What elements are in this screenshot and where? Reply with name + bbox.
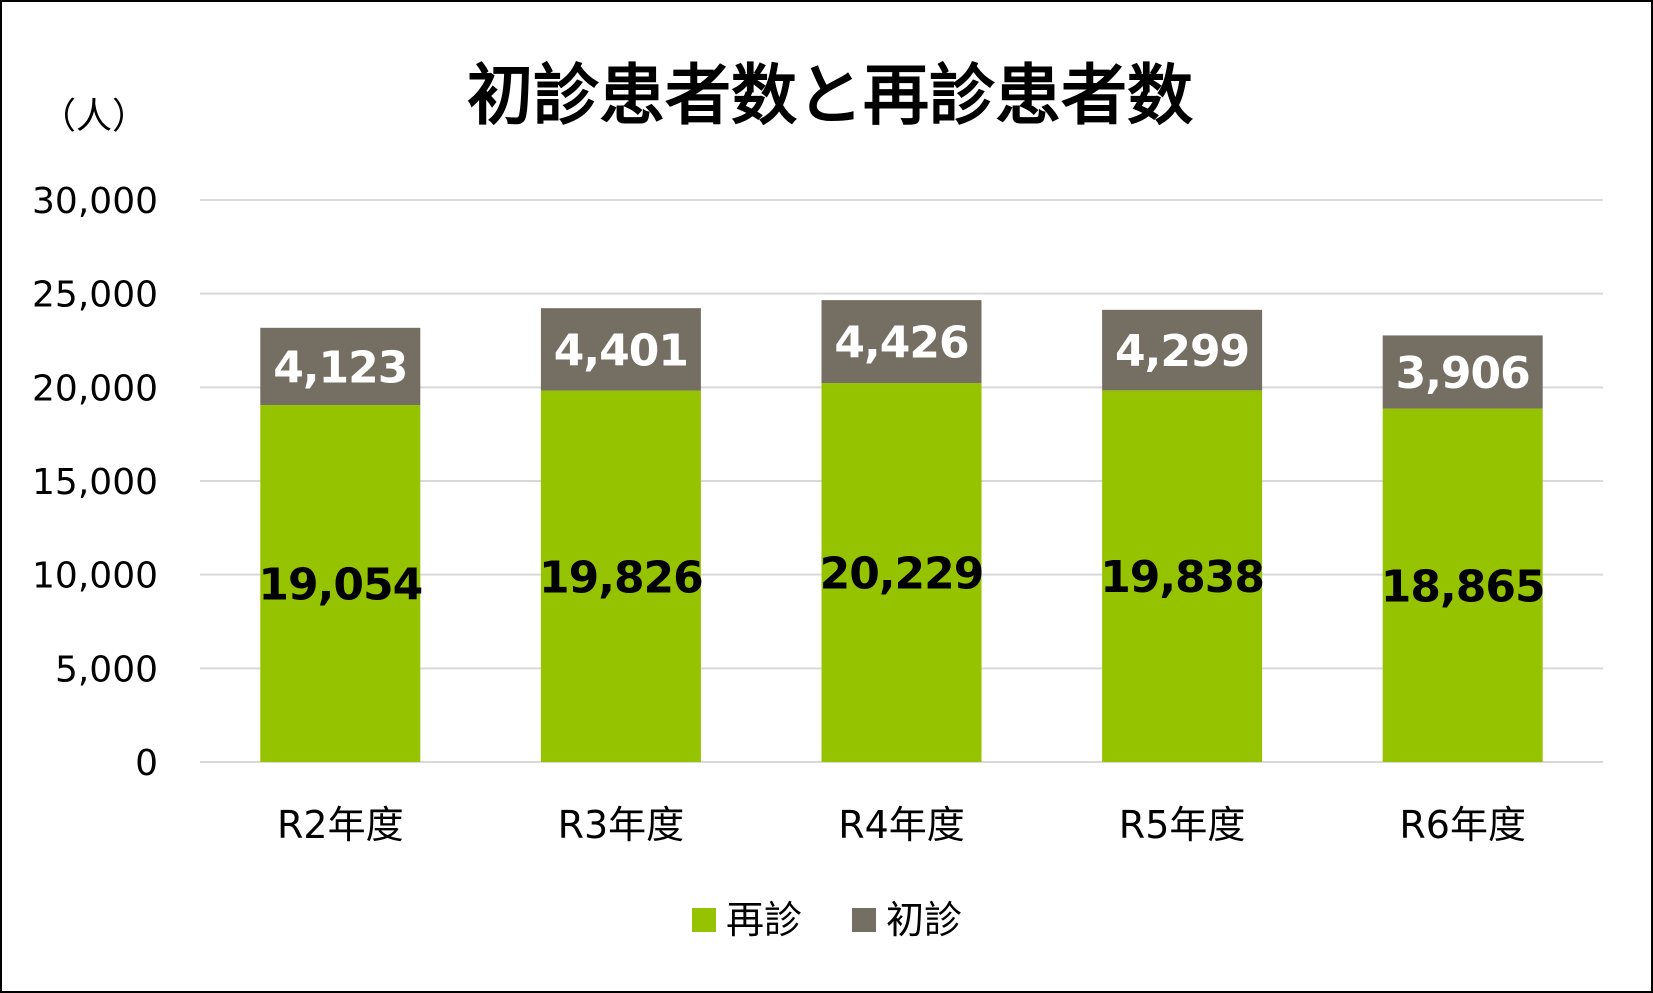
bar-first-visit (1102, 309, 1263, 391)
data-label: 4,299 (1115, 326, 1249, 377)
legend-label: 初診 (886, 898, 962, 942)
bar-first-visit (1382, 335, 1543, 409)
x-tick-label: R5年度 (1119, 803, 1246, 847)
y-tick-label: 15,000 (32, 462, 158, 503)
y-tick-label: 10,000 (32, 556, 158, 597)
x-tick-label: R6年度 (1399, 803, 1526, 847)
data-label: 19,054 (258, 560, 422, 611)
y-axis-unit: （人） (40, 96, 148, 137)
bar-revisit (1382, 408, 1543, 762)
legend-label: 再診 (726, 898, 802, 942)
data-label: 20,229 (820, 549, 984, 600)
data-label: 3,906 (1396, 348, 1530, 399)
bar-first-visit (821, 300, 982, 384)
data-label: 19,826 (539, 552, 703, 603)
y-tick-label: 30,000 (32, 181, 158, 222)
legend-swatch (692, 908, 716, 932)
x-tick-label: R4年度 (838, 803, 965, 847)
x-tick-label: R3年度 (558, 803, 685, 847)
bar-revisit (1102, 390, 1263, 762)
chart-title: 初診患者数と再診患者数 (467, 57, 1193, 134)
bar-revisit (821, 383, 982, 762)
data-label: 4,123 (273, 342, 407, 393)
data-label: 4,426 (834, 318, 968, 369)
bar-first-visit (540, 308, 701, 391)
y-tick-label: 0 (135, 743, 158, 784)
legend-swatch (852, 908, 876, 932)
x-tick-label: R2年度 (277, 803, 404, 847)
legend: 再診 初診 (692, 898, 962, 942)
bar-revisit (260, 405, 421, 762)
data-label: 18,865 (1381, 561, 1545, 612)
bars: 19,054 4,123 19,826 4,401 20,229 4,426 19,838 4… (258, 300, 1546, 762)
data-label: 19,838 (1100, 552, 1264, 603)
data-label: 4,401 (554, 325, 688, 376)
y-tick-label: 25,000 (32, 275, 158, 316)
y-tick-label: 20,000 (32, 368, 158, 409)
bar-revisit (540, 390, 701, 762)
y-tick-label: 5,000 (55, 649, 158, 690)
x-axis-ticks: R2年度 R3年度 R4年度 R5年度 R6年度 (277, 803, 1526, 847)
y-axis-ticks: 0 5,000 10,000 15,000 20,000 25,000 30,000 (32, 181, 158, 784)
bar-first-visit (260, 327, 421, 406)
